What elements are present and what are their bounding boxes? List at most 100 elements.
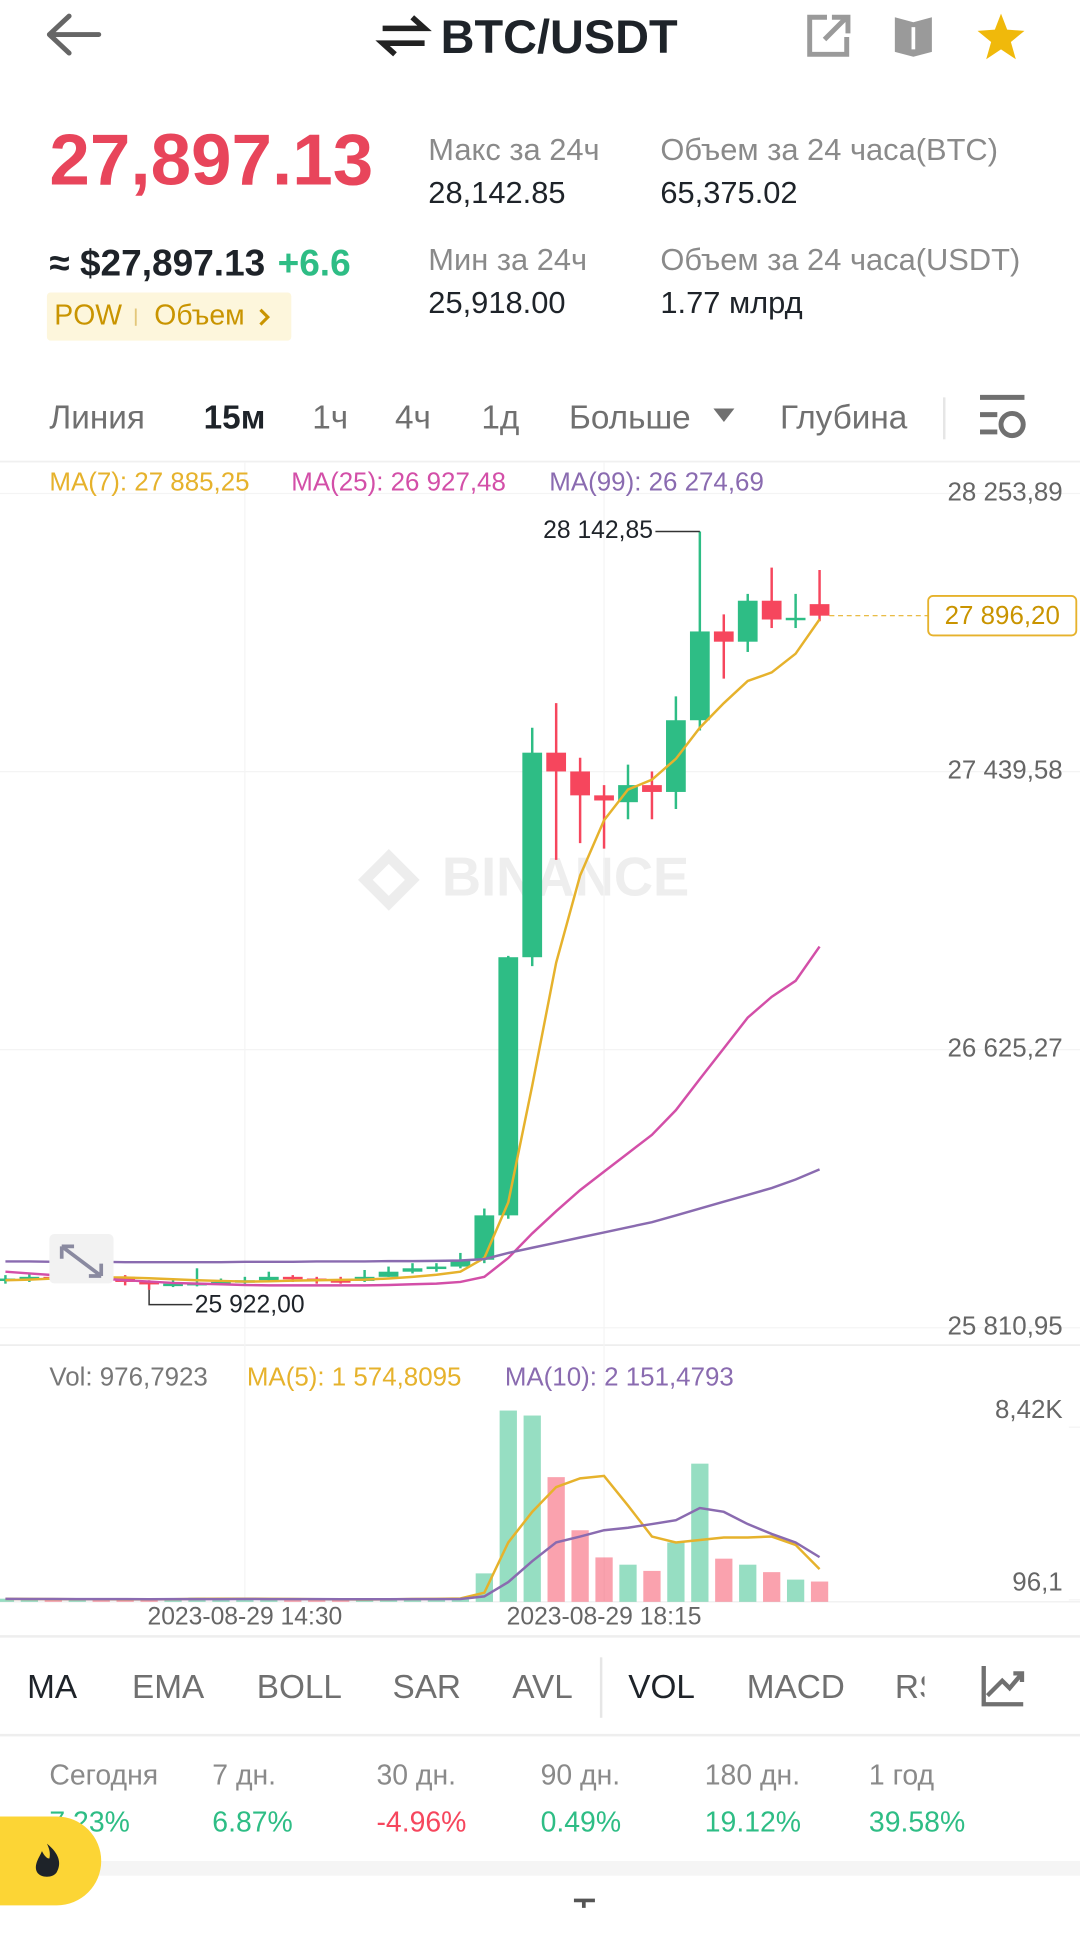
indicator-tab[interactable]: AVL xyxy=(512,1669,573,1706)
candle-body xyxy=(809,604,830,616)
candle-body xyxy=(642,785,662,792)
bottom-band xyxy=(0,1860,1080,1876)
indicator-settings-icon[interactable] xyxy=(981,1665,1025,1707)
timeframe-tab[interactable]: 1ч xyxy=(312,399,348,436)
candle-body xyxy=(498,957,519,1216)
ma-line xyxy=(5,945,821,1287)
volume-tick-label: 96,1 xyxy=(1012,1569,1062,1597)
volume-bar xyxy=(92,1599,110,1602)
timeframe-tab[interactable]: 1д xyxy=(481,399,519,436)
share-button[interactable] xyxy=(807,14,851,57)
indicator-tab[interactable]: EMA xyxy=(132,1669,205,1706)
candle-body xyxy=(450,1259,471,1267)
chart: 28 253,89 27 439,58 26 625,27 25 810,95 8,42… xyxy=(0,462,1080,1630)
indicator-tab[interactable]: BOLL xyxy=(257,1669,342,1706)
candle-body xyxy=(139,1281,159,1285)
y-tick-label: 26 625,27 xyxy=(947,1035,1062,1063)
timeframe-tab[interactable]: 15м xyxy=(204,399,266,436)
period-label: 1 год xyxy=(869,1760,935,1792)
back-button[interactable] xyxy=(46,13,102,56)
price-change: +6.6 xyxy=(278,241,351,283)
period-change: 6.87% xyxy=(212,1806,292,1838)
drawer-handle[interactable] xyxy=(573,1898,595,1908)
chart-settings-button[interactable] xyxy=(980,394,1026,439)
indicator-tabs: MA EMA BOLL SAR AVL VOL MACD RSI xyxy=(27,1669,950,1706)
candle-body xyxy=(666,720,686,792)
tag-box[interactable] xyxy=(46,292,292,341)
volume-bar xyxy=(236,1599,254,1602)
flame-icon xyxy=(35,1843,60,1877)
timeframe-tab[interactable]: Глубина xyxy=(780,399,908,436)
stats: Макс за 24ч 28,142.85 Мин за 24ч 25,918.00 О… xyxy=(428,132,1020,320)
max-label: 28 142,85 xyxy=(543,517,653,544)
timeframe-tabs: Линия 15м 1ч 4ч 1д Больше Глубина xyxy=(49,399,907,436)
candle-body xyxy=(258,1276,279,1281)
favorite-star[interactable] xyxy=(977,13,1025,60)
indicator-tab[interactable]: MA xyxy=(27,1669,78,1706)
settings-gear xyxy=(998,410,1026,439)
period-label: 30 дн. xyxy=(376,1760,456,1792)
indicator-borders xyxy=(0,1635,1080,1737)
volume-bar xyxy=(810,1581,829,1602)
candle-body xyxy=(737,600,758,642)
candle-body xyxy=(689,631,710,721)
indicator-tab[interactable]: SAR xyxy=(393,1669,462,1706)
timeframe-tab[interactable]: Больше xyxy=(569,399,691,436)
candle-body xyxy=(19,1276,40,1280)
ma-line xyxy=(5,1506,821,1601)
timeframe-tab[interactable]: 4ч xyxy=(395,399,431,436)
watermark: BINANCE xyxy=(442,846,689,907)
volume-bar xyxy=(571,1530,589,1602)
volume-bar xyxy=(595,1557,613,1602)
ma-legend: MA(25): 26 927,48 xyxy=(291,469,506,497)
volume-bar xyxy=(715,1558,733,1602)
pair-title: BTC/USDT xyxy=(441,11,678,63)
period-change: 19.12% xyxy=(705,1806,801,1838)
ma-legend: MA(7): 27 885,25 xyxy=(49,469,249,497)
share-icon xyxy=(807,14,850,57)
volume-bar xyxy=(619,1564,637,1602)
y-tick-label: 25 810,95 xyxy=(947,1313,1062,1341)
last-price-label: 27 896,20 xyxy=(945,602,1060,630)
period-label: 90 дн. xyxy=(541,1760,621,1792)
volume-bar xyxy=(260,1599,278,1602)
volume-bar xyxy=(116,1599,134,1602)
more-caret xyxy=(713,408,735,423)
volume-bar xyxy=(20,1599,39,1602)
share-arrow xyxy=(822,14,851,42)
candle-body xyxy=(378,1271,399,1277)
candle-body xyxy=(618,785,638,803)
tag: POW xyxy=(54,300,122,332)
candle-body xyxy=(713,631,734,642)
candle-body xyxy=(570,771,590,796)
candle-body xyxy=(761,600,782,620)
volume-bar xyxy=(523,1415,541,1602)
volume-ma-legend: MA(5): 1 574,8095 xyxy=(247,1363,462,1391)
candle-body xyxy=(785,617,806,621)
x-tick-label: 2023-08-29 18:15 xyxy=(507,1603,702,1630)
watermark-logo xyxy=(357,849,420,911)
candle-body xyxy=(402,1268,423,1272)
stat-label: Макс за 24ч xyxy=(428,132,599,167)
volume-bar xyxy=(499,1410,517,1602)
last-price-box xyxy=(927,595,1078,637)
settings-icon xyxy=(980,394,1025,435)
stat-value: 1.77 млрд xyxy=(660,285,802,320)
timeframe-tab[interactable]: Линия xyxy=(49,399,145,436)
volume-bar xyxy=(284,1599,302,1602)
indicator-tab[interactable]: VOL xyxy=(628,1669,695,1706)
stat-label: Объем за 24 часа(BTC) xyxy=(660,132,998,167)
usd-price: ≈ $27,897.13 +6.6 xyxy=(49,241,350,283)
period-label: Сегодня xyxy=(49,1760,158,1792)
indicator-tab[interactable]: MACD xyxy=(747,1669,845,1706)
tag-chevron xyxy=(259,308,271,326)
swap-icon[interactable] xyxy=(375,15,432,57)
min-leader xyxy=(148,1289,193,1306)
expand-button[interactable] xyxy=(49,1234,114,1284)
stat-label: Мин за 24ч xyxy=(428,242,587,277)
volume-bar xyxy=(308,1599,326,1602)
volume-bar xyxy=(763,1572,781,1602)
volume-bar xyxy=(44,1599,62,1602)
volume-bar xyxy=(68,1599,86,1602)
